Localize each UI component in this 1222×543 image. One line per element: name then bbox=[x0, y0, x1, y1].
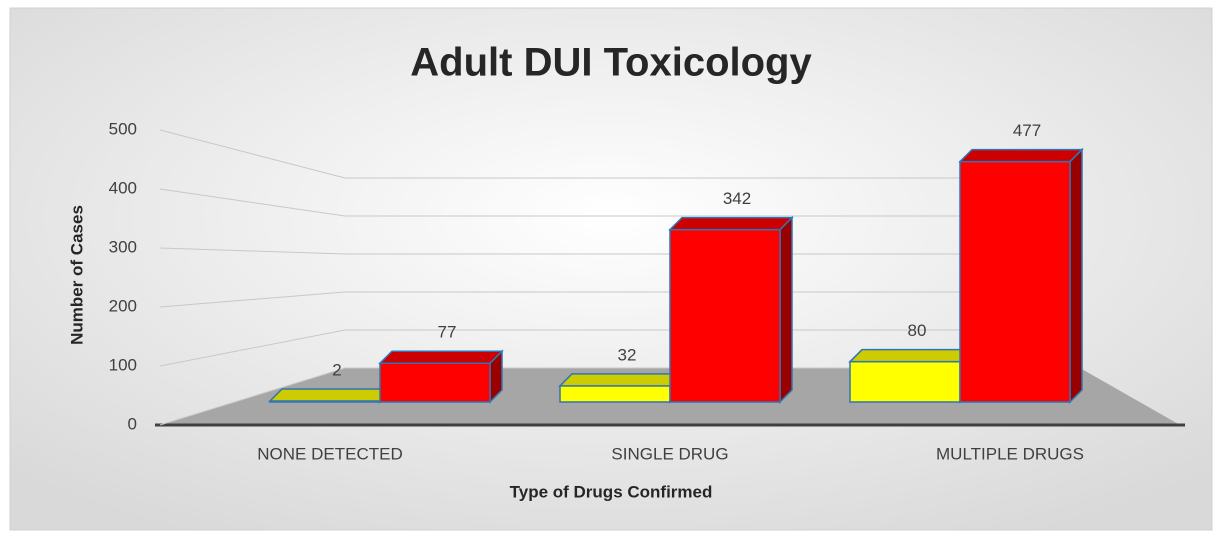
bar-top bbox=[848, 348, 974, 363]
x-tick-label: MULTIPLE DRUGS bbox=[936, 444, 1084, 463]
bar-top bbox=[268, 388, 394, 402]
y-tick-label: 400 bbox=[109, 178, 137, 197]
x-tick-label: SINGLE DRUG bbox=[611, 444, 728, 463]
bar-side bbox=[1069, 147, 1083, 404]
grid-line bbox=[159, 188, 1080, 217]
bar bbox=[668, 215, 794, 404]
bar-front bbox=[959, 160, 1071, 403]
bar bbox=[558, 372, 684, 404]
grid-line bbox=[159, 247, 1080, 255]
bar-front bbox=[379, 362, 491, 403]
grid-line bbox=[159, 367, 1080, 426]
grid-line bbox=[159, 129, 1080, 179]
grid-line bbox=[159, 329, 1080, 367]
bar-front bbox=[669, 228, 781, 403]
bar-top bbox=[558, 373, 684, 387]
y-tick-label: 100 bbox=[109, 355, 137, 374]
y-axis-title: Number of Cases bbox=[67, 205, 86, 345]
bar-top bbox=[668, 216, 794, 231]
y-tick-label: 500 bbox=[109, 119, 137, 138]
grid-line bbox=[159, 291, 1080, 308]
data-label: 2 bbox=[332, 360, 341, 379]
data-label: 477 bbox=[1013, 121, 1041, 140]
y-tick-label: 300 bbox=[109, 237, 137, 256]
bar bbox=[268, 387, 394, 404]
data-label: 80 bbox=[908, 321, 927, 340]
bar bbox=[848, 347, 974, 404]
x-tick-label: NONE DETECTED bbox=[257, 444, 402, 463]
bar-top bbox=[958, 148, 1084, 163]
bar bbox=[378, 349, 504, 404]
chart-title: Adult DUI Toxicology bbox=[410, 41, 812, 85]
y-tick-label: 0 bbox=[128, 414, 137, 433]
bar-top bbox=[378, 350, 504, 364]
bar-front bbox=[559, 385, 671, 403]
bar bbox=[958, 147, 1084, 404]
bar-side bbox=[779, 215, 793, 404]
y-tick-label: 200 bbox=[109, 296, 137, 315]
data-label: 342 bbox=[723, 189, 751, 208]
data-label: 77 bbox=[438, 323, 457, 342]
bar-front bbox=[849, 360, 961, 403]
x-axis-title: Type of Drugs Confirmed bbox=[510, 482, 713, 501]
data-label: 32 bbox=[618, 345, 637, 364]
